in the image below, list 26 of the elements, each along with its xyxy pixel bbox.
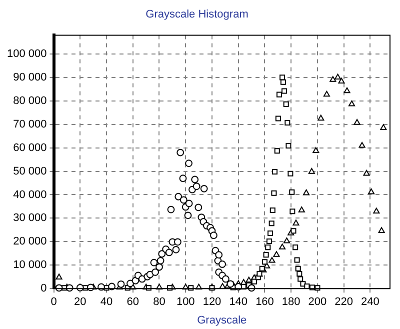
x-axis-title: Grayscale xyxy=(197,314,247,326)
y-tick-label: 20 000 xyxy=(13,236,47,248)
x-tick-label: 60 xyxy=(126,296,139,308)
x-tick-label: 100 xyxy=(176,296,195,308)
x-tick-label: 140 xyxy=(229,296,248,308)
x-tick-label: 120 xyxy=(202,296,222,308)
y-tick-label: 80 000 xyxy=(13,94,47,107)
x-tick-label: 200 xyxy=(308,296,327,308)
x-tick-label: 160 xyxy=(256,296,274,308)
y-tick-label: 30 000 xyxy=(13,212,47,224)
y-tick-label: 70 000 xyxy=(13,118,47,130)
x-tick-label: 180 xyxy=(282,296,300,308)
y-tick-label: 10 000 xyxy=(13,259,47,272)
x-tick-label: 220 xyxy=(334,296,354,308)
x-tick-label: 240 xyxy=(361,296,380,308)
x-tick-label: 80 xyxy=(153,296,166,308)
chart-title: Grayscale Histogram xyxy=(146,8,248,21)
x-tick-label: 20 xyxy=(74,296,86,308)
y-tick-label: 100 000 xyxy=(6,48,47,60)
y-tick-label: 90 000 xyxy=(13,71,47,84)
y-tick-label: 0 xyxy=(40,282,47,295)
y-tick-label: 50 000 xyxy=(13,165,47,178)
x-tick-label: 0 xyxy=(50,296,57,308)
y-tick-label: 40 000 xyxy=(13,188,47,201)
x-tick-label: 40 xyxy=(100,296,113,308)
y-tick-label: 60 000 xyxy=(13,142,47,154)
